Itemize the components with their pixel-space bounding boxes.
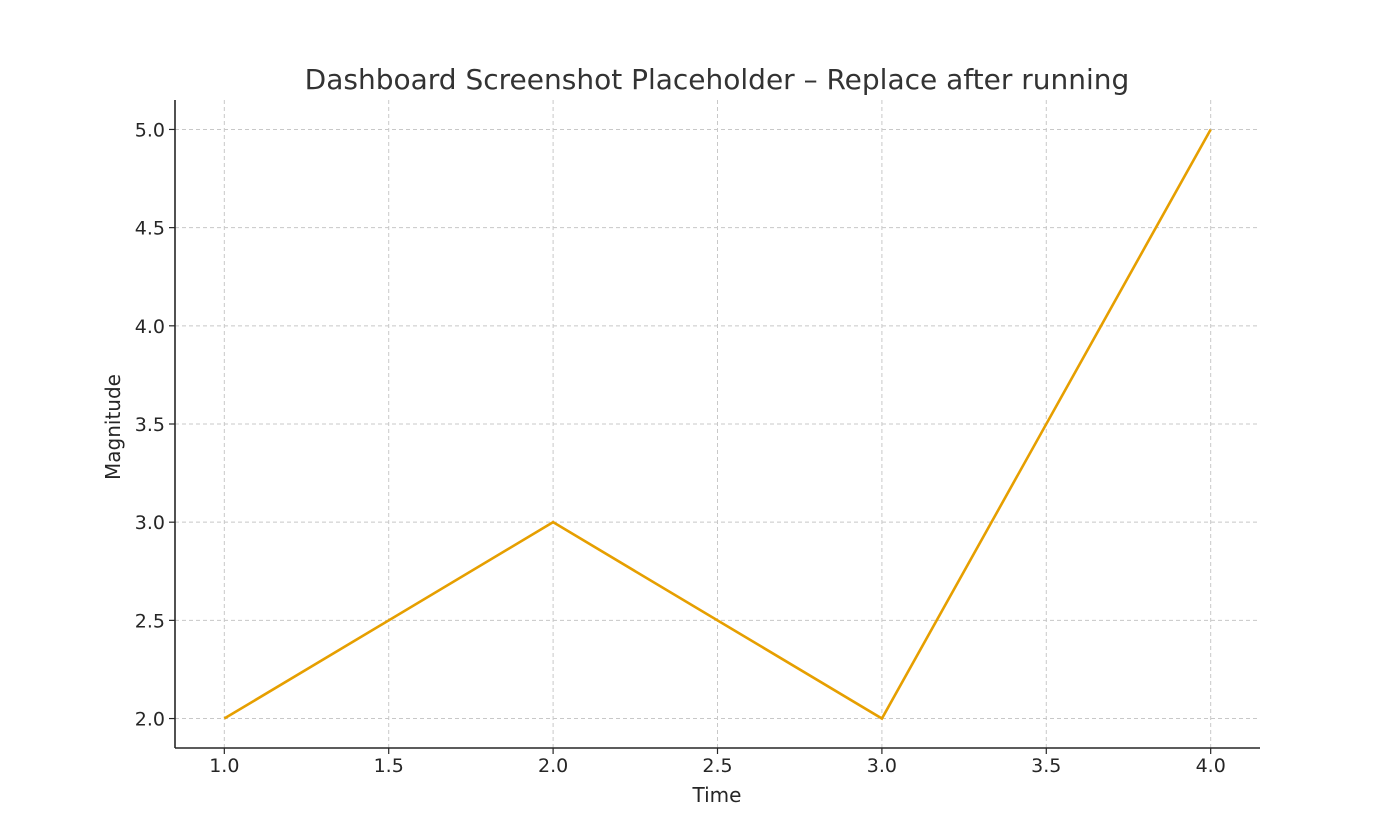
series-line <box>223 128 1212 721</box>
series-lines <box>223 128 1212 721</box>
y-tick-label: 3.5 <box>135 414 165 436</box>
x-tick-label: 3.5 <box>1031 755 1061 777</box>
y-tick-label: 3.0 <box>135 512 165 534</box>
y-axis-label: Magnitude <box>101 374 125 480</box>
x-tick-label: 1.0 <box>209 755 239 777</box>
axes <box>169 100 1260 754</box>
tick-labels: 1.0 1.5 2.0 2.5 3.0 3.5 4.0 2.0 2.5 3.0 3.5 4.0 4.5 5… <box>135 119 1226 777</box>
x-tick-label: 4.0 <box>1196 755 1226 777</box>
x-tick-label: 2.0 <box>538 755 568 777</box>
y-tick-label: 4.0 <box>135 316 165 338</box>
x-tick-label: 1.5 <box>374 755 404 777</box>
y-tick-label: 4.5 <box>135 218 165 240</box>
chart-title: Dashboard Screenshot Placeholder – Repla… <box>305 63 1130 96</box>
y-tick-label: 2.0 <box>135 709 165 731</box>
x-axis-label: Time <box>692 783 742 807</box>
x-tick-label: 3.0 <box>867 755 897 777</box>
y-tick-label: 5.0 <box>135 119 165 141</box>
x-tick-label: 2.5 <box>702 755 732 777</box>
y-tick-label: 2.5 <box>135 610 165 632</box>
